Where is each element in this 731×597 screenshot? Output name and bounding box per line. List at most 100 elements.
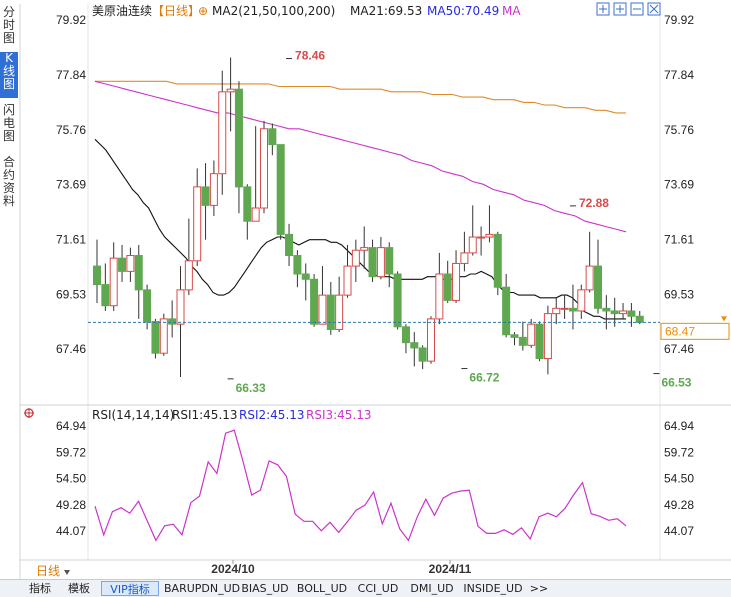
candle-body xyxy=(418,347,427,362)
candle-body xyxy=(251,207,260,222)
candle-body xyxy=(393,273,402,328)
y-tick-right: 79.92 xyxy=(664,13,694,27)
y-tick-left: 67.46 xyxy=(56,342,86,356)
y-tick-left: 75.76 xyxy=(56,123,86,137)
add-symbol-icon[interactable]: ⊕ xyxy=(198,4,208,18)
rsi-y-tick-left: 59.72 xyxy=(56,445,86,459)
candle-body xyxy=(101,284,110,307)
candle-body xyxy=(134,255,143,291)
ma50-line xyxy=(94,80,627,233)
candle-body xyxy=(260,128,268,209)
ma-label: MA2(21,50,100,200) xyxy=(212,4,335,18)
rsi1-value: RSI1:45.13 xyxy=(172,408,238,422)
tab-dmi[interactable]: DMI_UD xyxy=(410,582,454,595)
candle-body xyxy=(126,255,135,272)
candle-body xyxy=(510,334,519,338)
candle-body xyxy=(209,173,218,206)
price-annotations: 78.46 72.88 66.33 66.72 66.53 xyxy=(227,49,692,395)
candle-body xyxy=(318,294,327,325)
tab-inside[interactable]: INSIDE_UD xyxy=(463,582,523,595)
tab-timeshare[interactable]: 分时图 xyxy=(2,5,15,45)
move-icon[interactable] xyxy=(596,2,610,16)
y-tick-right: 77.84 xyxy=(664,68,694,82)
ma21-value: MA21:69.53 xyxy=(350,4,422,18)
ma21-line xyxy=(94,138,626,320)
tab-vip-indicator[interactable]: VIP指标 xyxy=(101,581,159,596)
candle-body xyxy=(343,265,352,296)
candle-body xyxy=(527,323,536,346)
candle-body xyxy=(385,247,394,275)
rsi-y-tick-left: 44.07 xyxy=(56,524,86,538)
tab-contract-info[interactable]: 合约资料 xyxy=(2,155,15,208)
y-tick-right: 69.53 xyxy=(664,287,694,301)
y-tick-left: 77.84 xyxy=(56,68,86,82)
y-tick-left: 69.53 xyxy=(56,287,86,301)
tab-cci[interactable]: CCI_UD xyxy=(357,582,399,595)
candle-body xyxy=(151,321,160,354)
high-label: 72.88 xyxy=(579,196,609,210)
candle-body xyxy=(301,273,310,280)
candle-body xyxy=(226,88,235,93)
candle-body xyxy=(552,307,561,315)
last-price-label: 68.47 xyxy=(665,324,695,338)
period-label: 【日线】 xyxy=(152,4,200,18)
last-price-arrow xyxy=(721,316,727,322)
candle-body xyxy=(543,313,552,360)
zoom-in-icon[interactable] xyxy=(613,2,627,16)
moving-average-lines xyxy=(94,80,627,320)
candle-body xyxy=(376,247,385,278)
candle-body xyxy=(560,307,569,310)
y-tick-right: 71.61 xyxy=(664,232,694,246)
candle-body xyxy=(619,310,628,315)
chevron-down-icon[interactable] xyxy=(64,570,70,575)
rsi-y-tick-left: 64.94 xyxy=(56,419,86,433)
rsi3-value: RSI3:45.13 xyxy=(306,408,372,422)
rsi-y-tick-right: 49.28 xyxy=(664,498,694,512)
tab-bias[interactable]: BIAS_UD xyxy=(241,582,289,595)
candle-body xyxy=(201,186,210,206)
tab-kline[interactable]: K线图 xyxy=(0,52,18,98)
rsi-y-tick-right: 64.94 xyxy=(664,419,694,433)
rsi-y-tick-right: 59.72 xyxy=(664,445,694,459)
candle-body xyxy=(568,307,577,312)
candle-body xyxy=(293,255,302,275)
tab-template[interactable]: 模板 xyxy=(68,582,90,595)
candle-body xyxy=(518,336,527,346)
candle-body xyxy=(168,318,177,325)
candle-body xyxy=(610,310,619,315)
candle-body xyxy=(218,91,227,175)
zoom-out-icon[interactable] xyxy=(630,2,644,16)
ma-value: MA xyxy=(502,4,521,18)
tab-boll[interactable]: BOLL_UD xyxy=(296,582,348,595)
y-tick-right: 73.69 xyxy=(664,178,694,192)
candle-body xyxy=(502,286,511,336)
candle-body xyxy=(602,307,611,312)
tab-indicator[interactable]: 指标 xyxy=(29,582,51,595)
candle-body xyxy=(118,257,127,272)
tab-flash[interactable]: 闪电图 xyxy=(2,103,15,143)
candle-body xyxy=(427,318,435,362)
y-tick-left: 73.69 xyxy=(56,178,86,192)
candle-body xyxy=(276,144,285,235)
candle-body xyxy=(443,273,452,301)
rsi1-line xyxy=(94,429,627,542)
rsi-label: RSI(14,14,14) xyxy=(92,408,174,422)
candle-body xyxy=(109,257,118,307)
x-tick-label: 2024/10 xyxy=(211,562,255,576)
rsi-settings-icon[interactable] xyxy=(24,408,34,418)
settings-icon[interactable] xyxy=(647,2,661,16)
candle-body xyxy=(310,278,319,325)
tab-more[interactable]: >> xyxy=(529,582,549,595)
x-tick-label: 2024/11 xyxy=(429,562,472,576)
tab-barupdn[interactable]: BARUPDN_UD xyxy=(164,582,241,595)
candle-body xyxy=(535,323,544,360)
candle-body xyxy=(401,326,410,344)
candle-body xyxy=(335,294,344,330)
candle-body xyxy=(93,265,101,286)
rsi-y-tick-right: 54.50 xyxy=(664,472,694,486)
rsi-series xyxy=(94,429,627,542)
price-axes: 79.92 79.92 77.84 77.84 75.76 75.76 73.69 73.69… xyxy=(56,13,694,356)
period-selector[interactable]: 日线 xyxy=(36,564,60,578)
